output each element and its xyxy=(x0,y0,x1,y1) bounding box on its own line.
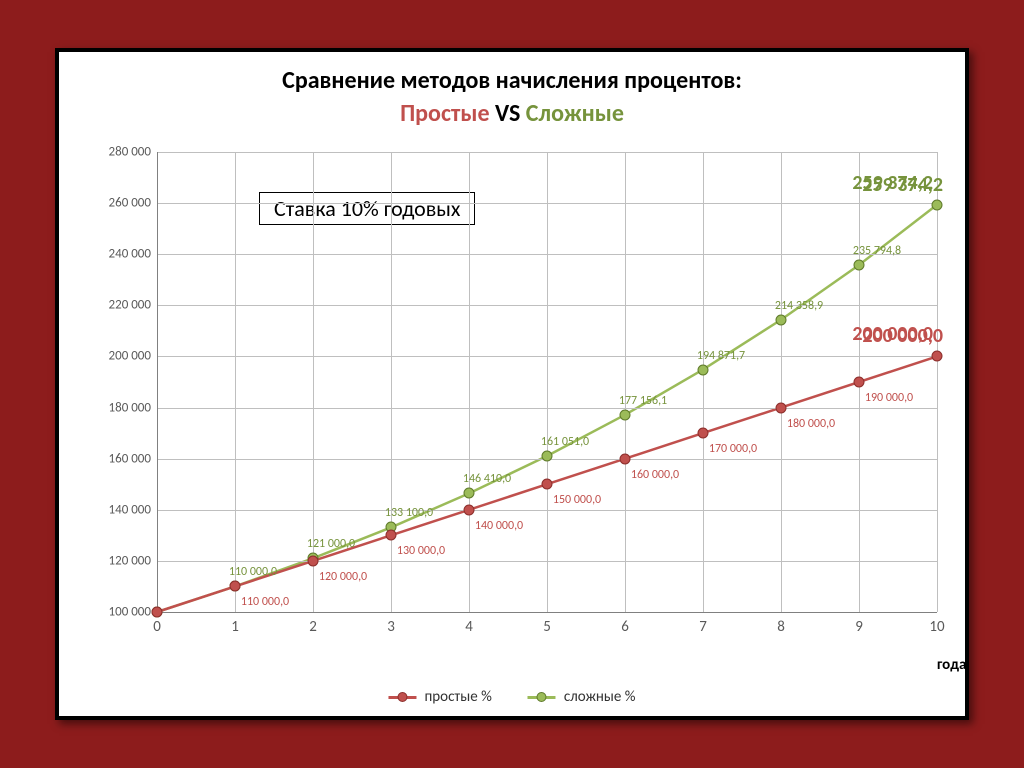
y-tick-label: 120 000 xyxy=(109,553,151,568)
data-label: 214 358,9 xyxy=(775,299,823,313)
legend-swatch-compound xyxy=(528,696,556,699)
gridline-v xyxy=(703,152,704,612)
data-point xyxy=(542,450,553,461)
title-line-1: Сравнение методов начисления процентов: xyxy=(59,66,965,95)
data-point xyxy=(620,409,631,420)
data-point xyxy=(386,530,397,541)
x-axis-title: года xyxy=(937,656,971,674)
data-label: 120 000,0 xyxy=(319,570,367,584)
y-tick-label: 160 000 xyxy=(109,451,151,466)
gridline-v xyxy=(937,152,938,612)
gridline-v xyxy=(235,152,236,612)
y-tick-label: 220 000 xyxy=(109,298,151,313)
x-tick-label: 9 xyxy=(855,618,863,636)
gridline-v xyxy=(469,152,470,612)
x-tick-label: 6 xyxy=(621,618,629,636)
final-label-simple: 200 000,0 xyxy=(852,322,933,346)
data-point xyxy=(932,351,943,362)
legend-item-compound: сложные % xyxy=(528,688,636,706)
data-label: 161 051,0 xyxy=(541,435,589,449)
data-point xyxy=(230,581,241,592)
y-tick-label: 200 000 xyxy=(109,349,151,364)
data-label: 170 000,0 xyxy=(709,442,757,456)
page-background: Сравнение методов начисления процентов: … xyxy=(0,0,1024,768)
data-point xyxy=(308,555,319,566)
gridline-v xyxy=(547,152,548,612)
x-tick-label: 2 xyxy=(309,618,317,636)
data-point xyxy=(698,428,709,439)
data-label: 160 000,0 xyxy=(631,468,679,482)
y-tick-label: 100 000 xyxy=(109,605,151,620)
data-label: 146 410,0 xyxy=(463,472,511,486)
x-tick-label: 1 xyxy=(231,618,239,636)
data-label: 140 000,0 xyxy=(475,519,523,533)
data-point xyxy=(854,377,865,388)
legend-swatch-simple xyxy=(388,696,416,699)
y-tick-label: 280 000 xyxy=(109,145,151,160)
y-tick-label: 140 000 xyxy=(109,502,151,517)
data-label: 177 156,1 xyxy=(619,394,667,408)
y-tick-label: 180 000 xyxy=(109,400,151,415)
data-label: 180 000,0 xyxy=(787,417,835,431)
data-label: 235 794,8 xyxy=(853,244,901,258)
data-label: 150 000,0 xyxy=(553,493,601,507)
data-point xyxy=(464,504,475,515)
gridline-h xyxy=(157,612,937,613)
legend-label-compound: сложные % xyxy=(564,688,636,706)
data-point xyxy=(698,364,709,375)
data-label: 121 000,0 xyxy=(307,537,355,551)
legend-item-simple: простые % xyxy=(388,688,491,706)
final-label-compound: 259 374,2 xyxy=(852,171,933,195)
title-vs: VS xyxy=(495,99,520,128)
data-point xyxy=(776,402,787,413)
chart-card: Сравнение методов начисления процентов: … xyxy=(55,48,969,720)
gridline-v xyxy=(781,152,782,612)
data-point xyxy=(620,453,631,464)
data-label: 130 000,0 xyxy=(397,544,445,558)
gridline-v xyxy=(157,152,158,612)
data-point xyxy=(152,607,163,618)
title-line-2: Простые VS Сложные xyxy=(59,99,965,128)
title-compound: Сложные xyxy=(526,99,624,128)
x-tick-label: 7 xyxy=(699,618,707,636)
data-point xyxy=(932,199,943,210)
data-point xyxy=(464,488,475,499)
x-tick-label: 3 xyxy=(387,618,395,636)
legend: простые % сложные % xyxy=(388,688,635,706)
x-tick-label: 8 xyxy=(777,618,785,636)
data-label: 190 000,0 xyxy=(865,391,913,405)
data-point xyxy=(776,314,787,325)
x-tick-label: 5 xyxy=(543,618,551,636)
gridline-v xyxy=(391,152,392,612)
title-simple: Простые xyxy=(400,99,489,128)
data-label: 133 100,0 xyxy=(385,506,433,520)
chart-title: Сравнение методов начисления процентов: … xyxy=(59,66,965,128)
data-point xyxy=(542,479,553,490)
plot-area: 100 000120 000140 000160 000180 000200 0… xyxy=(157,152,937,612)
x-tick-label: 0 xyxy=(153,618,161,636)
legend-label-simple: простые % xyxy=(424,688,491,706)
data-label: 110 000,0 xyxy=(241,595,289,609)
y-tick-label: 260 000 xyxy=(109,196,151,211)
x-tick-label: 4 xyxy=(465,618,473,636)
data-label: 194 871,7 xyxy=(697,349,745,363)
y-tick-label: 240 000 xyxy=(109,247,151,262)
x-tick-label: 10 xyxy=(929,618,944,636)
gridline-v xyxy=(625,152,626,612)
data-point xyxy=(854,259,865,270)
data-label: 110 000,0 xyxy=(229,565,277,579)
